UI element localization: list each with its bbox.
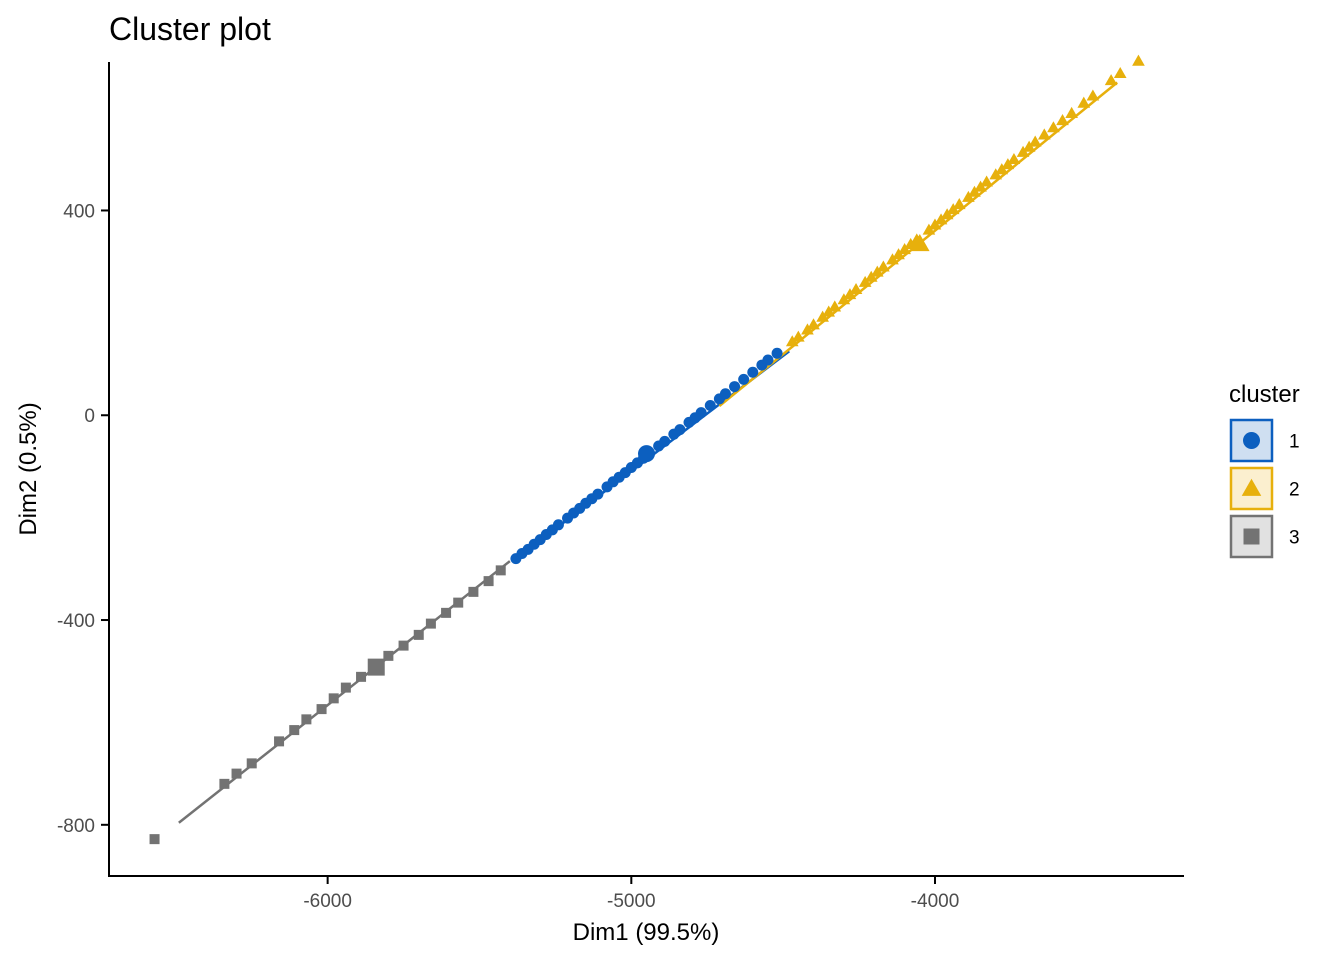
legend-label-3: 3 [1289,528,1300,549]
cluster-3-point [231,768,242,779]
y-tick-label: 0 [84,406,95,427]
cluster-3-point [398,640,409,651]
cluster-3-point [246,758,257,769]
cluster-2-point [1065,106,1078,118]
cluster-2-point [807,318,820,330]
cluster-3-point [301,714,312,725]
cluster-2-point [792,330,805,342]
legend-title: cluster [1229,381,1300,408]
cluster-2-point [1037,128,1051,140]
cluster-3-point [425,618,436,629]
cluster-1-point [771,347,783,359]
cluster-3-point [453,597,464,608]
cluster-1-point [695,407,707,419]
cluster-2-point [1086,89,1100,101]
legend-label-1: 1 [1289,432,1300,453]
legend-label-2: 2 [1289,480,1300,501]
cluster-1-point [674,424,686,436]
x-tick-label: -5000 [607,891,656,912]
cluster-3-point [356,671,367,682]
cluster-3-point [340,682,351,693]
cluster-2-point [1104,74,1118,86]
cluster-2-point [1113,66,1127,79]
y-tick-label: 400 [63,201,95,222]
x-axis-ticks: -6000 -5000 -4000 [303,876,959,912]
cluster-2-point [952,197,966,210]
cluster-3-point [219,778,230,789]
cluster-3-point [413,629,424,640]
y-axis-title: Dim2 (0.5%) [15,402,42,535]
cluster-3-point [289,725,300,736]
cluster-3-point [316,704,327,715]
cluster-1-centroid [638,445,655,463]
cluster-1-point [738,373,750,385]
cluster-2-point [785,335,799,347]
cluster-3-point [483,576,494,587]
x-tick-label: -4000 [911,891,960,912]
cluster-3-point [441,607,452,618]
cluster-2-point [1028,135,1042,147]
cluster-2-points [785,54,1145,347]
cluster-2-point [828,300,842,312]
legend-symbol-1 [1243,432,1260,449]
legend: cluster 1 2 3 [1229,381,1300,559]
cluster-1-point [747,366,759,378]
cluster-2-point [849,282,863,295]
cluster-1-point [592,488,604,500]
cluster-3-point [149,834,160,845]
cluster-3-point [468,586,479,597]
cluster-1-point [729,381,741,393]
cluster-2-point [1047,121,1060,133]
cluster-3-point [383,650,394,661]
cluster-2-point [877,260,890,272]
cluster-3-centroid [367,658,385,676]
cluster-2-point [1077,96,1091,108]
legend-symbol-3 [1243,528,1260,545]
cluster-1-point [552,519,564,531]
cluster-3-point [328,693,339,704]
cluster-1-points [510,347,783,565]
cluster-1-point [704,400,716,412]
cluster-2-centroid [910,233,930,252]
y-tick-label: -800 [57,816,95,837]
cluster-1-point [659,435,671,447]
cluster-2-point [980,175,993,187]
cluster-2-point [1007,152,1021,165]
legend-symbol-2 [1241,478,1262,496]
cluster-1-point [762,354,774,366]
cluster-1-point [719,388,731,400]
x-tick-label: -6000 [303,891,352,912]
cluster-3-point [495,565,506,576]
x-axis-title: Dim1 (99.5%) [573,919,720,946]
cluster-3-points [149,565,506,845]
chart-title: Cluster plot [109,11,271,47]
cluster-2-point [1132,54,1145,66]
y-axis-ticks: -800 -400 0 400 [57,201,109,837]
y-tick-label: -400 [57,611,95,632]
cluster-3-point [274,736,285,747]
cluster-2-point [1056,114,1069,126]
plot-panel [149,54,1145,845]
